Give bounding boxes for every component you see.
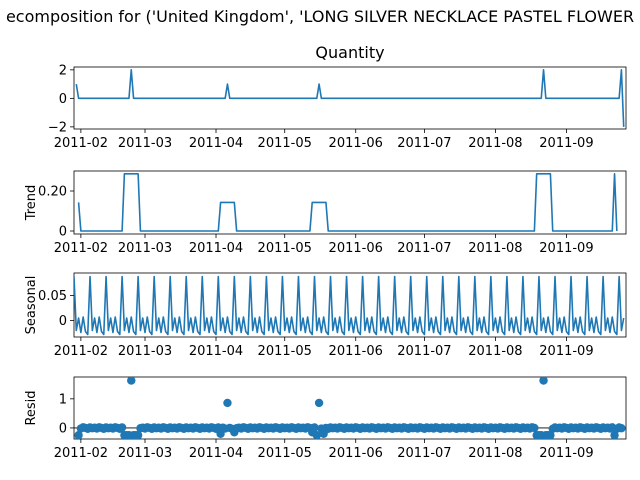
y-axis-label: Seasonal: [24, 276, 39, 335]
x-tick-label: 2011-05: [258, 241, 312, 256]
panel-seasonal: 2011-02 2011-03 2011-04 2011-05 2011-06 2011-…: [24, 272, 627, 359]
resid-point: [223, 398, 232, 408]
y-tick-label: 0.05: [38, 289, 67, 304]
x-tick-label: 2011-08: [468, 344, 522, 359]
x-tick-label: 2011-04: [189, 241, 243, 256]
x-tick-label: 2011-08: [468, 241, 522, 256]
figure-suptitle: ecomposition for ('United Kingdom', 'LON…: [6, 7, 634, 26]
x-tick-label: 2011-09: [539, 344, 593, 359]
panel-resid: 2011-02 2011-03 2011-04 2011-05 2011-06 2011-…: [24, 376, 627, 461]
y-tick-label: 0.20: [38, 185, 67, 200]
x-tick-label: 2011-03: [118, 241, 172, 256]
panel-observed: 2011-02 2011-03 2011-04 2011-05 2011-06 2011-…: [48, 43, 627, 151]
x-tick-label: 2011-07: [397, 136, 451, 151]
y-axis-label: Trend: [24, 185, 39, 222]
resid-point: [312, 431, 321, 439]
y-tick-label: −2: [48, 120, 67, 135]
x-tick-label: 2011-04: [189, 344, 243, 359]
y-axis-label: Resid: [24, 390, 39, 425]
resid-point: [539, 377, 548, 385]
panels-group: 2011-02 2011-03 2011-04 2011-05 2011-06 2011-…: [24, 43, 627, 461]
panel-title: Quantity: [315, 43, 384, 62]
x-tick-label: 2011-03: [118, 136, 172, 151]
x-tick-label: 2011-06: [329, 344, 383, 359]
resid-point: [530, 423, 539, 433]
x-tick-label: 2011-09: [539, 136, 593, 151]
x-tick-label: 2011-07: [397, 241, 451, 256]
x-tick-label: 2011-02: [54, 344, 108, 359]
resid-point: [310, 423, 319, 432]
resid-point: [610, 431, 619, 439]
plot-area: [75, 69, 625, 127]
x-tick-label: 2011-06: [329, 241, 383, 256]
y-tick-label: 0: [59, 225, 67, 240]
plot-area: [77, 173, 618, 232]
resid-point: [133, 431, 143, 439]
x-tick-label: 2011-05: [258, 136, 312, 151]
x-tick-label: 2011-03: [118, 344, 172, 359]
resid-point: [117, 423, 127, 432]
x-tick-label: 2011-06: [329, 136, 383, 151]
series-line-observed: [75, 69, 625, 127]
panel-trend: 2011-02 2011-03 2011-04 2011-05 2011-06 2011-…: [24, 170, 627, 256]
x-tick-label: 2011-07: [397, 446, 451, 461]
y-tick-label: 0: [59, 314, 67, 329]
y-tick-label: 2: [59, 63, 67, 78]
y-tick-label: 0: [59, 421, 67, 436]
x-tick-label: 2011-04: [189, 446, 243, 461]
x-tick-label: 2011-09: [539, 446, 593, 461]
x-tick-label: 2011-05: [258, 344, 312, 359]
x-tick-label: 2011-09: [539, 241, 593, 256]
x-tick-label: 2011-08: [468, 446, 522, 461]
x-tick-label: 2011-03: [118, 446, 172, 461]
series-line-seasonal: [74, 275, 625, 336]
resid-point: [314, 398, 324, 408]
x-tick-label: 2011-06: [329, 446, 383, 461]
plot-area: [74, 377, 626, 439]
panel-frame: [73, 376, 627, 440]
resid-point: [127, 377, 136, 385]
resid-point: [74, 431, 83, 439]
x-tick-label: 2011-07: [397, 344, 451, 359]
x-tick-label: 2011-02: [54, 241, 108, 256]
plot-area: [74, 275, 625, 336]
y-tick-label: 0: [59, 92, 67, 107]
x-tick-label: 2011-05: [258, 446, 312, 461]
panel-frame: [73, 170, 627, 235]
x-tick-label: 2011-02: [54, 446, 108, 461]
resid-point: [617, 424, 626, 433]
x-tick-label: 2011-08: [468, 136, 522, 151]
x-tick-label: 2011-04: [189, 136, 243, 151]
resid-point: [546, 431, 555, 439]
x-tick-label: 2011-02: [54, 136, 108, 151]
y-tick-label: 1: [59, 392, 67, 407]
series-line-trend: [77, 173, 618, 232]
panel-frame: [73, 272, 627, 338]
